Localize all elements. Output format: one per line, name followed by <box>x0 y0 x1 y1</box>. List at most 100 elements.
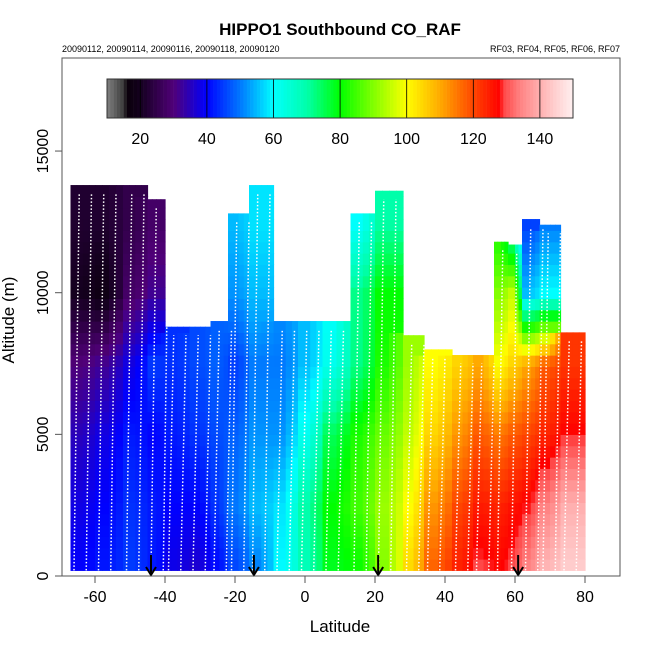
curtain-cell <box>116 547 124 560</box>
curtain-cell <box>298 479 305 492</box>
curtain-cell <box>418 457 425 469</box>
curtain-cell <box>304 321 311 333</box>
curtain-cell <box>356 502 364 515</box>
curtain-cell <box>511 309 516 322</box>
curtain-cell <box>194 536 201 549</box>
curtain-cell <box>255 400 262 413</box>
curtain-cell <box>478 355 485 367</box>
curtain-cell <box>151 355 157 367</box>
curtain-cell <box>102 332 110 345</box>
curtain-cell <box>147 536 153 549</box>
curtain-cell <box>135 366 142 379</box>
curtain-cell <box>550 366 556 379</box>
curtain-cell <box>151 321 157 333</box>
curtain-cell <box>445 355 453 367</box>
curtain-cell <box>572 434 580 447</box>
curtain-cell <box>189 547 196 560</box>
colorbar-cell <box>486 79 491 118</box>
colorbar-cell <box>406 79 411 118</box>
curtain-cell <box>219 445 225 458</box>
curtain-cell <box>418 343 425 356</box>
curtain-cell <box>501 321 506 333</box>
curtain-cell <box>116 355 124 367</box>
curtain-cell <box>362 321 370 333</box>
curtain-cell <box>396 366 404 379</box>
curtain-cell <box>382 190 390 197</box>
curtain-cell <box>550 547 556 560</box>
curtain-cell <box>555 224 562 231</box>
curtain-cell <box>539 366 546 379</box>
curtain-cell <box>123 513 130 526</box>
curtain-cell <box>310 468 317 481</box>
curtain-cell <box>123 241 130 254</box>
curtain-cell <box>375 207 383 220</box>
curtain-cell <box>560 559 568 571</box>
curtain-cell <box>219 547 225 560</box>
curtain-cell <box>205 326 212 333</box>
curtain-cell <box>261 332 268 345</box>
curtain-cell <box>165 536 172 549</box>
curtain-cell <box>88 366 96 379</box>
curtain-cell <box>228 309 234 322</box>
curtain-cell <box>123 457 130 469</box>
colorbar-cell <box>499 79 504 118</box>
curtain-cell <box>261 502 268 515</box>
curtain-cell <box>526 468 532 481</box>
curtain-cell <box>243 241 250 254</box>
curtain-cell <box>147 241 153 254</box>
curtain-cell <box>494 355 499 367</box>
curtain-cell <box>396 400 404 413</box>
curtain-cell <box>298 355 305 367</box>
colorbar-cell <box>350 79 354 118</box>
curtain-cell <box>578 559 586 571</box>
curtain-cell <box>504 536 509 549</box>
curtain-cell <box>171 343 178 356</box>
colorbar-cell <box>166 79 171 118</box>
curtain-cell <box>578 491 586 503</box>
colorbar-cell <box>373 79 377 118</box>
curtain-cell <box>147 559 153 571</box>
curtain-cell <box>261 321 268 333</box>
curtain-cell <box>382 366 390 379</box>
curtain-cell <box>267 525 275 537</box>
curtain-cell <box>291 423 299 435</box>
curtain-cell <box>298 547 305 560</box>
curtain-cell <box>109 275 117 288</box>
curtain-cell <box>273 468 281 481</box>
curtain-cell <box>550 241 556 254</box>
curtain-cell <box>572 445 580 458</box>
curtain-cell <box>200 445 206 458</box>
curtain-cell <box>522 513 527 526</box>
curtain-cell <box>515 264 520 277</box>
curtain-cell <box>424 411 432 424</box>
curtain-cell <box>356 479 364 492</box>
curtain-cell <box>572 513 580 526</box>
curtain-cell <box>285 377 293 390</box>
curtain-cell <box>362 513 370 526</box>
curtain-cell <box>403 547 409 560</box>
curtain-cell <box>88 355 96 367</box>
curtain-cell <box>530 423 536 435</box>
curtain-cell <box>424 513 432 526</box>
curtain-cell <box>518 423 523 435</box>
curtain-cell <box>501 479 506 492</box>
colorbar-cell <box>519 79 524 118</box>
curtain-cell <box>462 355 469 367</box>
curtain-cell <box>515 559 520 571</box>
curtain-cell <box>368 434 376 447</box>
curtain-cell <box>141 275 149 288</box>
curtain-cell <box>473 547 479 560</box>
curtain-cell <box>467 377 474 390</box>
colorbar-cell <box>253 79 258 118</box>
curtain-cell <box>88 230 96 243</box>
curtain-cell <box>424 434 432 447</box>
curtain-cell <box>82 457 90 469</box>
arrow-head <box>248 566 260 577</box>
curtain-cell <box>156 559 162 571</box>
curtain-cell <box>508 536 513 549</box>
curtain-cell <box>123 434 130 447</box>
curtain-cell <box>310 479 317 492</box>
curtain-cell <box>228 366 234 379</box>
curtain-cell <box>151 275 157 288</box>
curtain-cell <box>238 275 245 288</box>
